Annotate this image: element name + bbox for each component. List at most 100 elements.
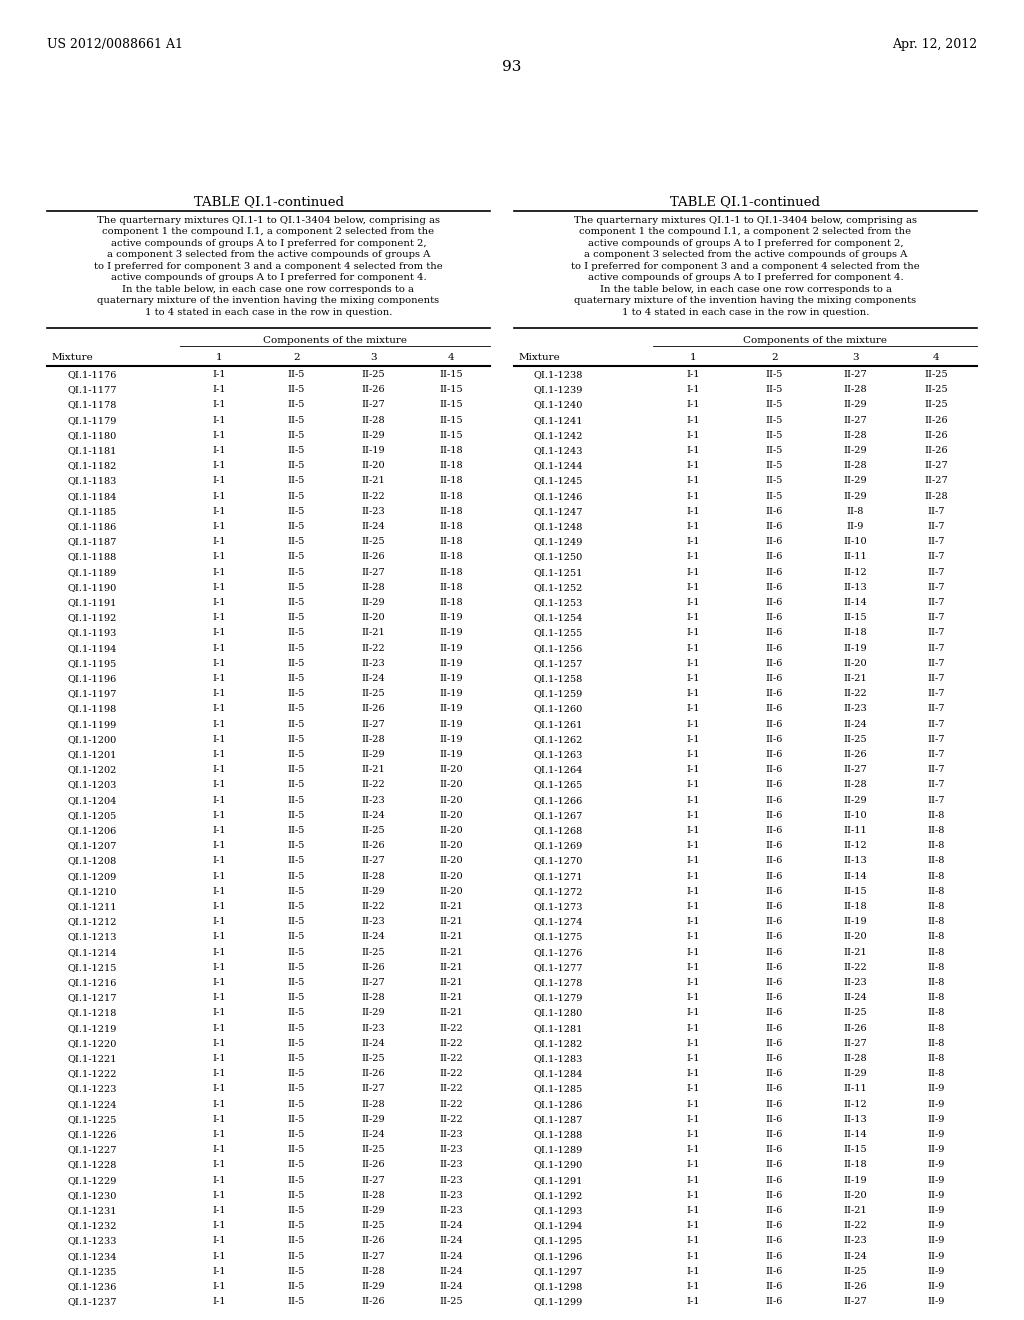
Text: I-1: I-1 bbox=[687, 614, 700, 622]
Text: II-7: II-7 bbox=[928, 750, 945, 759]
Text: QI.1-1200: QI.1-1200 bbox=[67, 735, 117, 743]
Text: QI.1-1253: QI.1-1253 bbox=[534, 598, 584, 607]
Text: I-1: I-1 bbox=[212, 1100, 225, 1109]
Text: QI.1-1296: QI.1-1296 bbox=[534, 1251, 584, 1261]
Text: II-27: II-27 bbox=[361, 400, 386, 409]
Text: II-5: II-5 bbox=[288, 887, 305, 896]
Text: QI.1-1232: QI.1-1232 bbox=[67, 1221, 117, 1230]
Text: I-1: I-1 bbox=[687, 796, 700, 805]
Text: II-19: II-19 bbox=[439, 628, 463, 638]
Text: II-28: II-28 bbox=[361, 871, 385, 880]
Text: II-29: II-29 bbox=[361, 598, 385, 607]
Text: II-6: II-6 bbox=[766, 735, 783, 743]
Text: II-25: II-25 bbox=[925, 370, 948, 379]
Text: QI.1-1276: QI.1-1276 bbox=[534, 948, 584, 957]
Text: QI.1-1270: QI.1-1270 bbox=[534, 857, 584, 866]
Text: I-1: I-1 bbox=[212, 1130, 225, 1139]
Text: II-5: II-5 bbox=[288, 1100, 305, 1109]
Text: II-20: II-20 bbox=[439, 887, 463, 896]
Text: II-24: II-24 bbox=[361, 1130, 386, 1139]
Text: II-23: II-23 bbox=[439, 1206, 463, 1214]
Text: II-21: II-21 bbox=[439, 932, 463, 941]
Text: II-6: II-6 bbox=[766, 614, 783, 622]
Text: II-27: II-27 bbox=[844, 766, 867, 775]
Text: 3: 3 bbox=[371, 352, 377, 362]
Text: I-1: I-1 bbox=[212, 1008, 225, 1018]
Text: QI.1-1227: QI.1-1227 bbox=[67, 1146, 117, 1154]
Text: II-28: II-28 bbox=[361, 993, 385, 1002]
Text: II-11: II-11 bbox=[844, 1085, 867, 1093]
Text: I-1: I-1 bbox=[687, 461, 700, 470]
Text: II-6: II-6 bbox=[766, 1267, 783, 1276]
Text: I-1: I-1 bbox=[212, 1191, 225, 1200]
Text: II-5: II-5 bbox=[288, 400, 305, 409]
Text: II-10: II-10 bbox=[844, 810, 867, 820]
Text: I-1: I-1 bbox=[687, 1176, 700, 1184]
Text: II-19: II-19 bbox=[439, 705, 463, 713]
Text: II-25: II-25 bbox=[361, 689, 385, 698]
Text: I-1: I-1 bbox=[212, 993, 225, 1002]
Text: QI.1-1257: QI.1-1257 bbox=[534, 659, 584, 668]
Text: QI.1-1189: QI.1-1189 bbox=[67, 568, 117, 577]
Text: II-6: II-6 bbox=[766, 766, 783, 775]
Text: II-6: II-6 bbox=[766, 871, 783, 880]
Text: I-1: I-1 bbox=[212, 461, 225, 470]
Text: II-19: II-19 bbox=[439, 735, 463, 743]
Text: II-24: II-24 bbox=[439, 1251, 463, 1261]
Text: II-25: II-25 bbox=[361, 948, 385, 957]
Text: QI.1-1193: QI.1-1193 bbox=[67, 628, 117, 638]
Text: II-27: II-27 bbox=[925, 461, 948, 470]
Text: I-1: I-1 bbox=[687, 932, 700, 941]
Text: II-6: II-6 bbox=[766, 1237, 783, 1245]
Text: II-28: II-28 bbox=[844, 461, 867, 470]
Text: 2: 2 bbox=[293, 352, 299, 362]
Text: II-12: II-12 bbox=[844, 568, 867, 577]
Text: I-1: I-1 bbox=[687, 1039, 700, 1048]
Text: II-5: II-5 bbox=[288, 948, 305, 957]
Text: II-9: II-9 bbox=[928, 1267, 945, 1276]
Text: QI.1-1267: QI.1-1267 bbox=[534, 810, 584, 820]
Text: II-7: II-7 bbox=[928, 598, 945, 607]
Text: II-22: II-22 bbox=[361, 902, 386, 911]
Text: I-1: I-1 bbox=[212, 385, 225, 395]
Text: II-18: II-18 bbox=[439, 477, 463, 486]
Text: QI.1-1215: QI.1-1215 bbox=[67, 962, 117, 972]
Text: I-1: I-1 bbox=[212, 705, 225, 713]
Text: II-5: II-5 bbox=[766, 430, 783, 440]
Text: I-1: I-1 bbox=[687, 1069, 700, 1078]
Text: II-6: II-6 bbox=[766, 1100, 783, 1109]
Text: II-5: II-5 bbox=[288, 978, 305, 987]
Text: II-5: II-5 bbox=[288, 1221, 305, 1230]
Text: I-1: I-1 bbox=[687, 370, 700, 379]
Text: II-7: II-7 bbox=[928, 659, 945, 668]
Text: QI.1-1244: QI.1-1244 bbox=[534, 461, 584, 470]
Text: II-22: II-22 bbox=[844, 962, 867, 972]
Text: II-24: II-24 bbox=[439, 1221, 463, 1230]
Text: II-9: II-9 bbox=[928, 1251, 945, 1261]
Text: II-5: II-5 bbox=[288, 750, 305, 759]
Text: II-5: II-5 bbox=[766, 400, 783, 409]
Text: I-1: I-1 bbox=[687, 400, 700, 409]
Text: II-22: II-22 bbox=[361, 644, 386, 652]
Text: II-5: II-5 bbox=[288, 491, 305, 500]
Text: I-1: I-1 bbox=[212, 430, 225, 440]
Text: II-21: II-21 bbox=[844, 675, 867, 682]
Text: II-18: II-18 bbox=[439, 552, 463, 561]
Text: QI.1-1205: QI.1-1205 bbox=[67, 810, 117, 820]
Text: I-1: I-1 bbox=[212, 1298, 225, 1307]
Text: II-6: II-6 bbox=[766, 826, 783, 836]
Text: II-28: II-28 bbox=[361, 1267, 385, 1276]
Text: II-6: II-6 bbox=[766, 948, 783, 957]
Text: II-23: II-23 bbox=[439, 1191, 463, 1200]
Text: QI.1-1229: QI.1-1229 bbox=[67, 1176, 117, 1184]
Text: II-19: II-19 bbox=[844, 917, 867, 927]
Text: II-23: II-23 bbox=[361, 917, 386, 927]
Text: QI.1-1278: QI.1-1278 bbox=[534, 978, 584, 987]
Text: QI.1-1230: QI.1-1230 bbox=[67, 1191, 117, 1200]
Text: II-22: II-22 bbox=[844, 1221, 867, 1230]
Text: QI.1-1196: QI.1-1196 bbox=[67, 675, 117, 682]
Text: II-5: II-5 bbox=[288, 552, 305, 561]
Text: II-20: II-20 bbox=[439, 780, 463, 789]
Text: I-1: I-1 bbox=[687, 1221, 700, 1230]
Text: II-22: II-22 bbox=[439, 1085, 463, 1093]
